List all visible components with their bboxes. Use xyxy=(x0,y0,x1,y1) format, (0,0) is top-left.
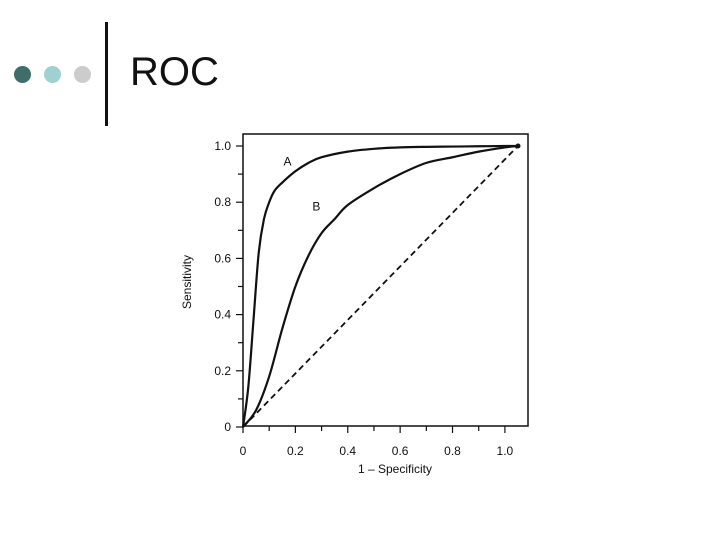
chart-labels: 1 – Specificity Sensitivity A B xyxy=(180,155,432,476)
dot-dark-teal xyxy=(14,66,31,83)
x-tick-label: 0 xyxy=(240,444,247,458)
slide-bullet-dots xyxy=(0,0,100,100)
y-tick-label: 0.4 xyxy=(214,308,231,322)
curve-endpoint xyxy=(515,143,521,149)
slide-title: ROC xyxy=(130,50,219,94)
curve-label-a: A xyxy=(284,155,292,169)
curve-label-b: B xyxy=(312,200,320,214)
x-tick-label: 0.2 xyxy=(287,444,304,458)
x-axis-label: 1 – Specificity xyxy=(358,462,432,476)
dot-light-teal xyxy=(44,66,61,83)
chart-series xyxy=(241,143,521,428)
reference-diagonal xyxy=(242,145,519,428)
y-tick-label: 0 xyxy=(224,420,231,434)
dot-light-gray xyxy=(74,66,91,83)
y-tick-label: 0.8 xyxy=(214,195,231,209)
x-tick-label: 0.4 xyxy=(339,444,356,458)
x-tick-label: 1.0 xyxy=(497,444,514,458)
chart-axes: 0 0.2 0.4 0.6 0.8 1.0 0 0.2 0.4 0.6 0.8 1.0 xyxy=(214,139,513,458)
y-tick-label: 0.6 xyxy=(214,251,231,265)
title-divider xyxy=(105,22,108,126)
x-tick-label: 0.6 xyxy=(392,444,409,458)
y-tick-label: 0.2 xyxy=(214,364,231,378)
roc-curve-a xyxy=(241,144,519,428)
y-axis-label: Sensitivity xyxy=(180,255,194,309)
y-tick-label: 1.0 xyxy=(214,139,231,153)
x-tick-label: 0.8 xyxy=(444,444,461,458)
plot-frame xyxy=(242,133,529,427)
roc-curve-b xyxy=(242,144,519,428)
